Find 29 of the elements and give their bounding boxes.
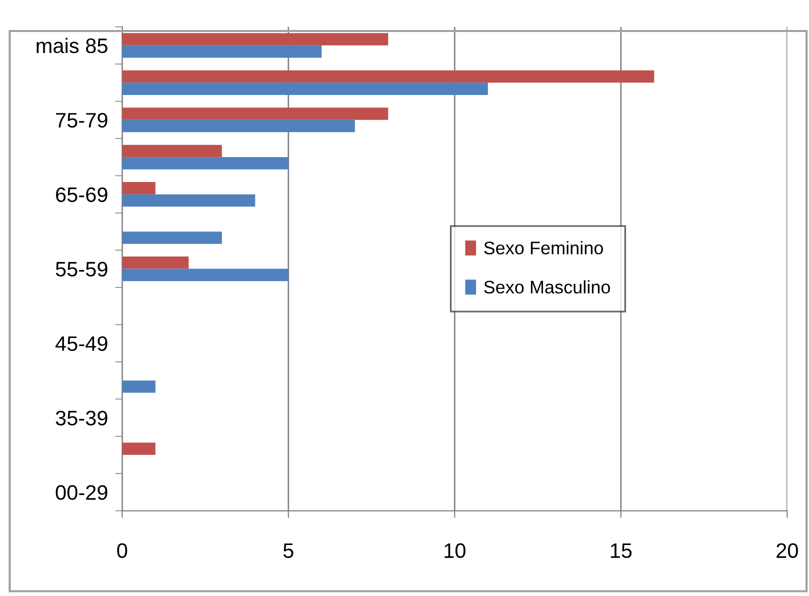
x-tick-label: 0 — [117, 543, 128, 558]
bar — [122, 442, 156, 455]
bar — [122, 45, 322, 58]
x-tick-label: 20 — [776, 543, 798, 558]
bar — [122, 232, 222, 244]
bar — [122, 256, 189, 269]
bar — [122, 33, 388, 46]
y-tick-label: 45-49 — [55, 336, 108, 352]
x-tick-label: 5 — [283, 543, 294, 558]
y-tick-label: 35-39 — [56, 410, 108, 426]
bar — [122, 182, 156, 194]
x-tick-label: 10 — [444, 543, 466, 558]
y-tick-label: 00-29 — [56, 485, 108, 500]
bar — [122, 108, 388, 120]
bar — [122, 380, 156, 393]
y-tick-label: 75-79 — [56, 112, 108, 128]
bar — [122, 268, 288, 282]
bar — [122, 194, 256, 207]
legend-label: Sexo Feminino — [484, 241, 603, 254]
legend-label: Sexo Masculino — [484, 280, 610, 294]
bar — [122, 144, 222, 158]
y-tick-label: 65-69 — [56, 187, 108, 202]
bar — [122, 157, 288, 170]
bar — [122, 120, 355, 132]
bar — [122, 70, 654, 83]
y-tick-label: mais 85 — [36, 38, 108, 54]
x-tick-label: 15 — [610, 543, 632, 558]
y-tick-label: 55-59 — [56, 262, 108, 277]
bar — [122, 82, 488, 95]
